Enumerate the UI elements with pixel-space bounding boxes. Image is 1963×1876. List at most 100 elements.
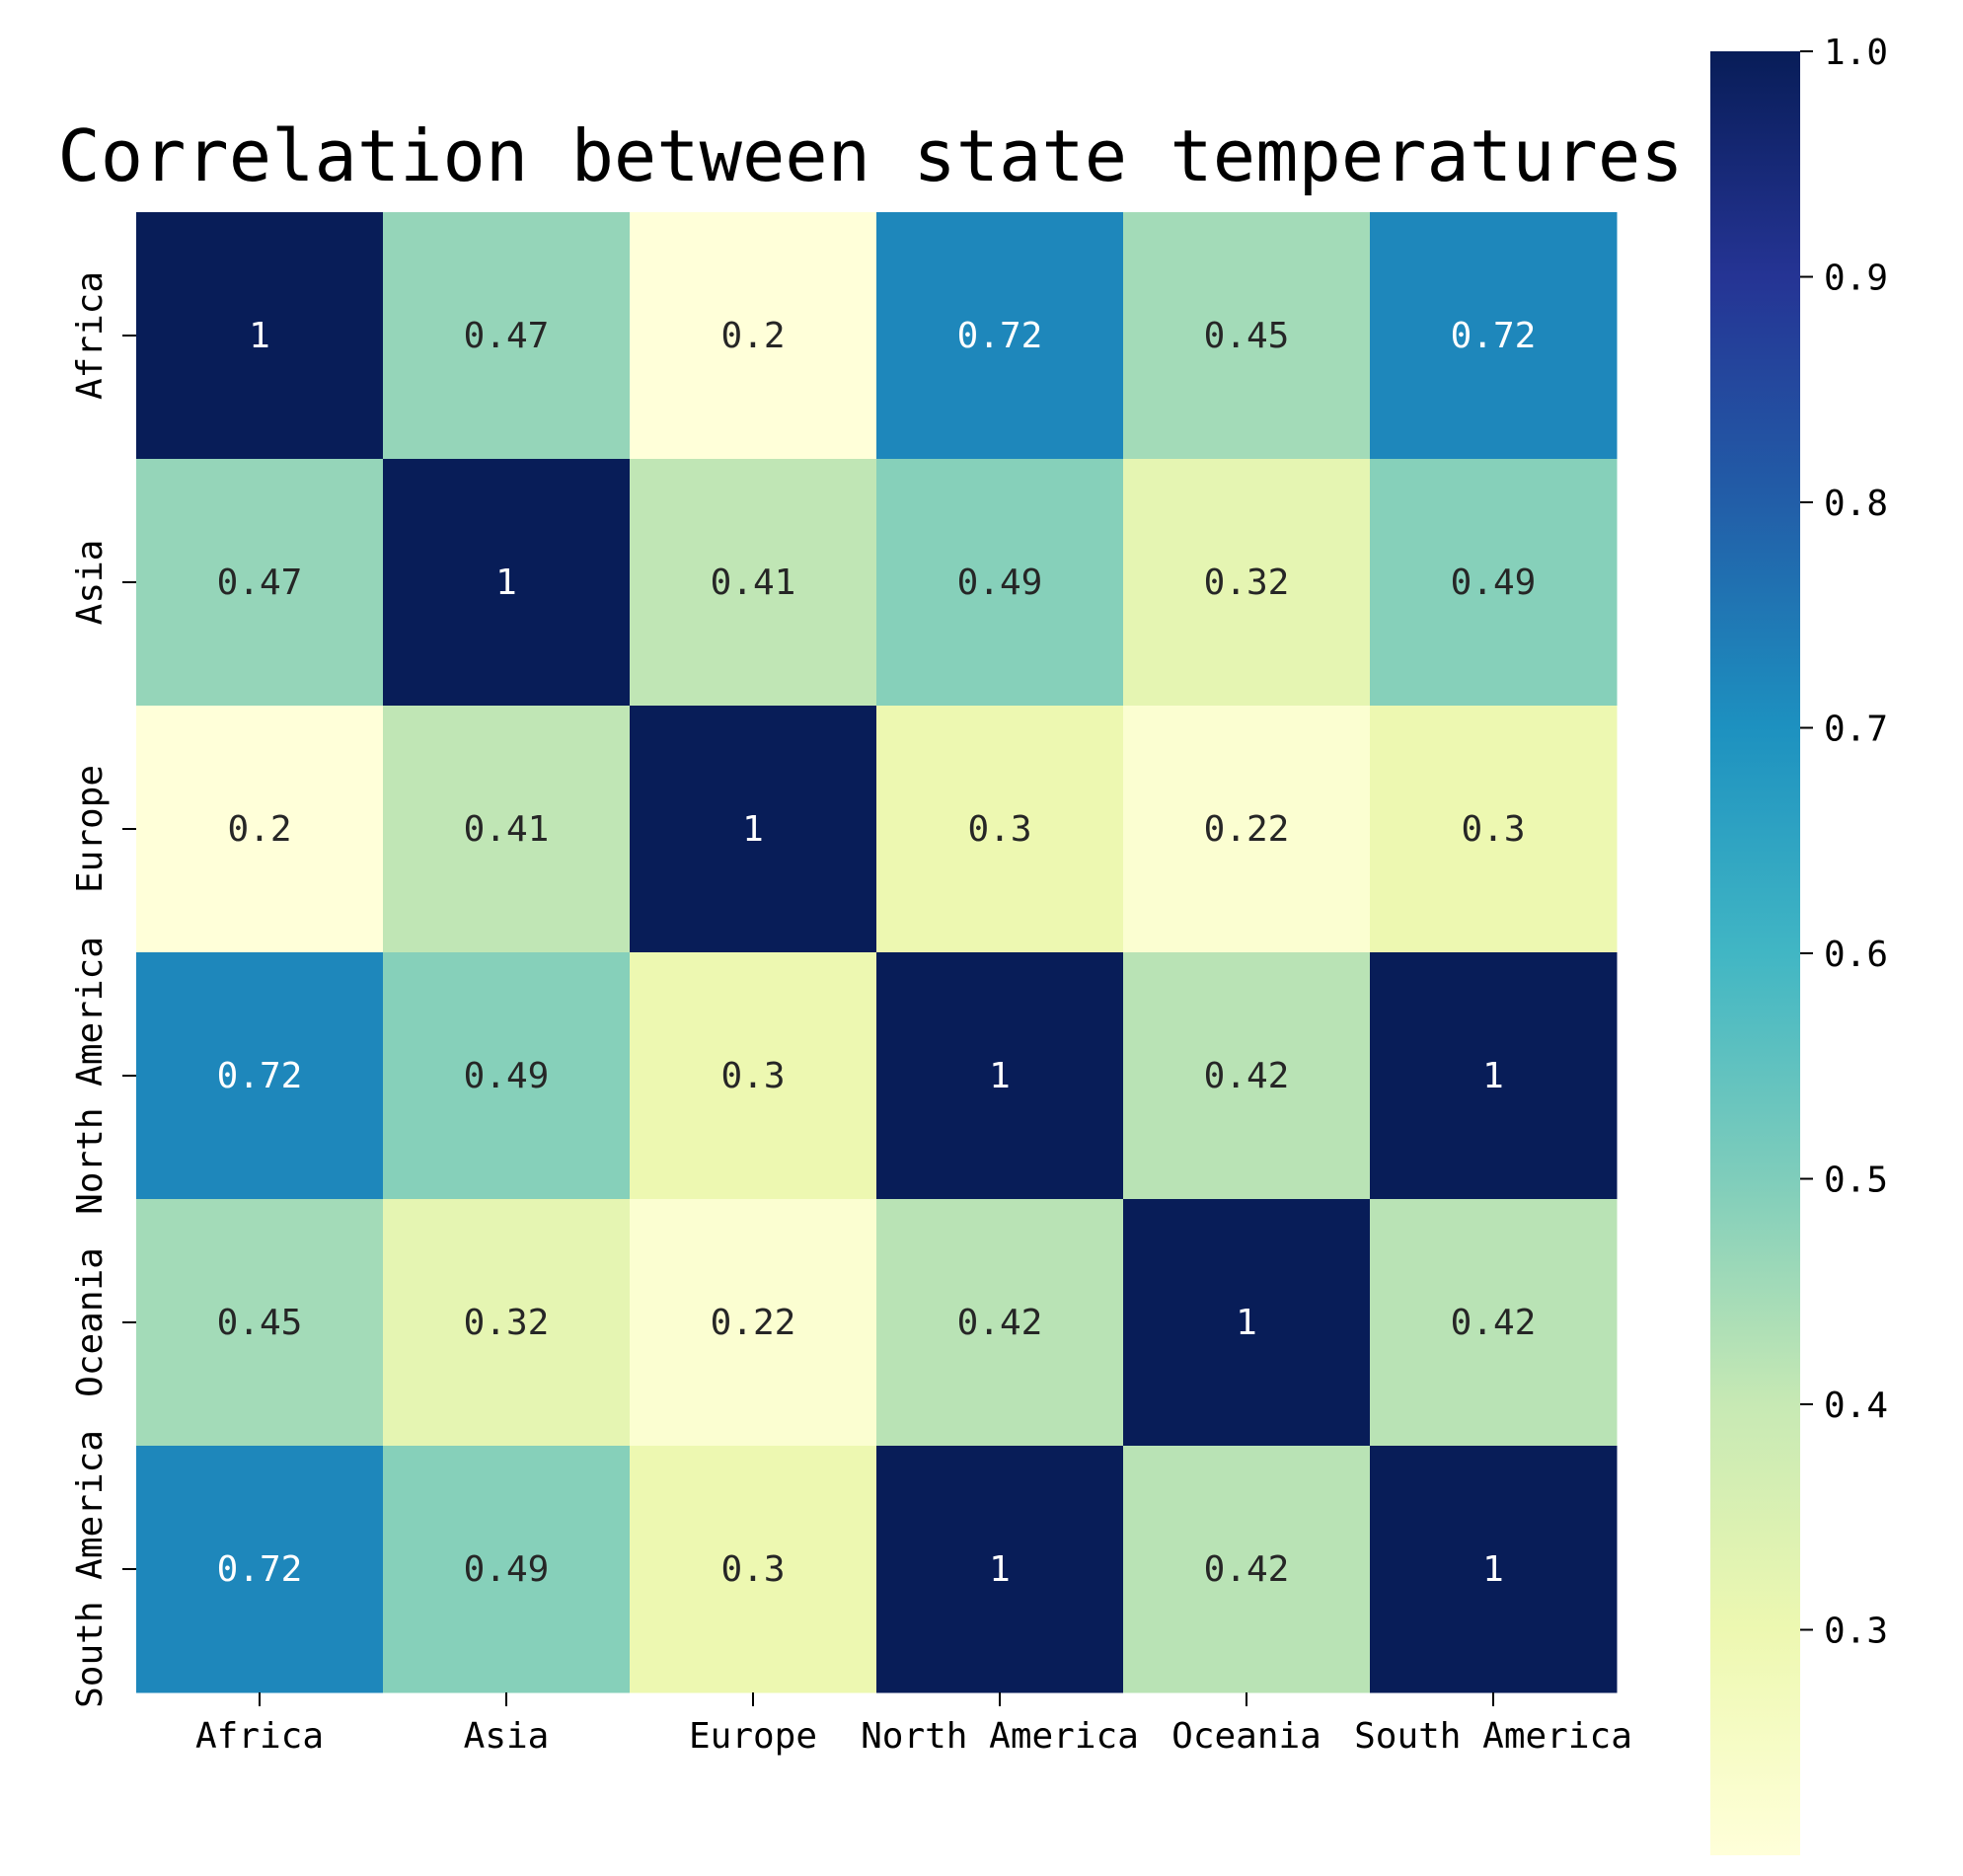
cell-oceania-south-america [1370, 1199, 1618, 1447]
x-tick-label-south-america: South America [1354, 1716, 1632, 1757]
chart-title: Correlation between state temperatures [57, 114, 1683, 197]
cell-africa-europe [630, 212, 877, 460]
cell-south-america-africa [136, 1446, 384, 1693]
cell-south-america-asia [383, 1446, 631, 1693]
colorbar-gradient [1710, 51, 1800, 1855]
colorbar-tick-label-1-0: 1.0 [1824, 33, 1888, 73]
x-tick-label-africa: Africa [195, 1716, 324, 1757]
cell-oceania-africa [136, 1199, 384, 1447]
cell-oceania-oceania [1123, 1199, 1371, 1447]
cell-label-south-america-north-america: 1 [989, 1549, 1011, 1590]
cell-oceania-asia [383, 1199, 631, 1447]
colorbar-tick-label-0-8: 0.8 [1824, 484, 1888, 524]
cell-label-africa-north-america: 0.72 [957, 316, 1043, 356]
cell-south-america-europe [630, 1446, 877, 1693]
y-tick-label-africa: Africa [70, 271, 111, 400]
cell-north-america-oceania [1123, 952, 1371, 1200]
cell-africa-south-america [1370, 212, 1618, 460]
colorbar-tick-label-0-4: 0.4 [1824, 1386, 1888, 1426]
cell-africa-oceania [1123, 212, 1371, 460]
cell-africa-north-america [876, 212, 1124, 460]
cell-europe-europe [630, 706, 877, 953]
cell-label-asia-oceania: 0.32 [1204, 563, 1290, 603]
cell-label-asia-north-america: 0.49 [957, 563, 1043, 603]
y-tick-label-oceania: Oceania [70, 1247, 111, 1397]
cell-south-america-oceania [1123, 1446, 1371, 1693]
x-axis: Africa Asia Europe North America Oceania Sout… [195, 1692, 1632, 1757]
colorbar: 0.3 0.4 0.5 0.6 0.7 0.8 0.9 1.0 [1710, 33, 1888, 1855]
cell-south-america-north-america [876, 1446, 1124, 1693]
heatmap-cells [136, 212, 1618, 1693]
cell-annotations: 1 0.47 0.2 0.72 0.45 0.72 0.47 1 0.41 0.49 0.32 0.4… [217, 316, 1537, 1590]
cell-asia-europe [630, 459, 877, 707]
cell-label-south-america-europe: 0.3 [720, 1549, 785, 1590]
cell-asia-north-america [876, 459, 1124, 707]
cell-label-north-america-asia: 0.49 [464, 1056, 550, 1096]
cell-africa-asia [383, 212, 631, 460]
y-tick-label-asia: Asia [70, 540, 111, 626]
cell-label-asia-south-america: 0.49 [1451, 563, 1537, 603]
y-tick-label-north-america: North America [70, 937, 111, 1215]
cell-label-south-america-oceania: 0.42 [1204, 1549, 1290, 1590]
colorbar-tick-label-0-3: 0.3 [1824, 1612, 1888, 1652]
cell-label-oceania-south-america: 0.42 [1451, 1303, 1537, 1343]
cell-europe-oceania [1123, 706, 1371, 953]
cell-label-africa-south-america: 0.72 [1451, 316, 1537, 356]
cell-asia-asia [383, 459, 631, 707]
y-tick-label-south-america: South America [70, 1430, 111, 1708]
cell-north-america-asia [383, 952, 631, 1200]
cell-label-europe-oceania: 0.22 [1204, 809, 1290, 850]
colorbar-tick-label-0-9: 0.9 [1824, 259, 1888, 299]
cell-asia-oceania [1123, 459, 1371, 707]
cell-north-america-north-america [876, 952, 1124, 1200]
cell-north-america-south-america [1370, 952, 1618, 1200]
cell-label-north-america-africa: 0.72 [217, 1056, 303, 1096]
cell-label-south-america-asia: 0.49 [464, 1549, 550, 1590]
colorbar-tick-label-0-7: 0.7 [1824, 710, 1888, 750]
cell-north-america-europe [630, 952, 877, 1200]
x-tick-label-oceania: Oceania [1171, 1716, 1321, 1757]
cell-label-europe-europe: 1 [742, 809, 764, 850]
x-tick-label-asia: Asia [464, 1716, 550, 1757]
y-axis: Africa Asia Europe North America Oceania Sout… [70, 271, 136, 1708]
cell-oceania-europe [630, 1199, 877, 1447]
cell-label-europe-north-america: 0.3 [967, 809, 1031, 850]
cell-europe-africa [136, 706, 384, 953]
cell-africa-africa [136, 212, 384, 460]
colorbar-tick-label-0-5: 0.5 [1824, 1161, 1888, 1201]
cell-label-africa-asia: 0.47 [464, 316, 550, 356]
cell-label-oceania-oceania: 1 [1236, 1303, 1257, 1343]
cell-label-oceania-north-america: 0.42 [957, 1303, 1043, 1343]
cell-label-africa-africa: 1 [249, 316, 270, 356]
cell-label-south-america-south-america: 1 [1482, 1549, 1504, 1590]
cell-label-north-america-north-america: 1 [989, 1056, 1011, 1096]
y-tick-label-europe: Europe [70, 765, 111, 893]
cell-asia-south-america [1370, 459, 1618, 707]
cell-label-asia-asia: 1 [495, 563, 517, 603]
cell-label-europe-south-america: 0.3 [1461, 809, 1525, 850]
cell-label-europe-africa: 0.2 [227, 809, 291, 850]
cell-label-africa-oceania: 0.45 [1204, 316, 1290, 356]
cell-label-africa-europe: 0.2 [720, 316, 785, 356]
cell-asia-africa [136, 459, 384, 707]
cell-label-asia-africa: 0.47 [217, 563, 303, 603]
cell-oceania-north-america [876, 1199, 1124, 1447]
cell-south-america-south-america [1370, 1446, 1618, 1693]
cell-europe-south-america [1370, 706, 1618, 953]
cell-label-oceania-asia: 0.32 [464, 1303, 550, 1343]
x-tick-label-europe: Europe [689, 1716, 817, 1757]
cell-europe-north-america [876, 706, 1124, 953]
cell-label-south-america-africa: 0.72 [217, 1549, 303, 1590]
cell-north-america-africa [136, 952, 384, 1200]
cell-label-oceania-africa: 0.45 [217, 1303, 303, 1343]
cell-label-europe-asia: 0.41 [464, 809, 550, 850]
cell-label-north-america-europe: 0.3 [720, 1056, 785, 1096]
x-tick-label-north-america: North America [861, 1716, 1139, 1757]
colorbar-tick-label-0-6: 0.6 [1824, 935, 1888, 975]
cell-europe-asia [383, 706, 631, 953]
cell-label-oceania-europe: 0.22 [711, 1303, 796, 1343]
cell-label-north-america-south-america: 1 [1482, 1056, 1504, 1096]
cell-label-north-america-oceania: 0.42 [1204, 1056, 1290, 1096]
